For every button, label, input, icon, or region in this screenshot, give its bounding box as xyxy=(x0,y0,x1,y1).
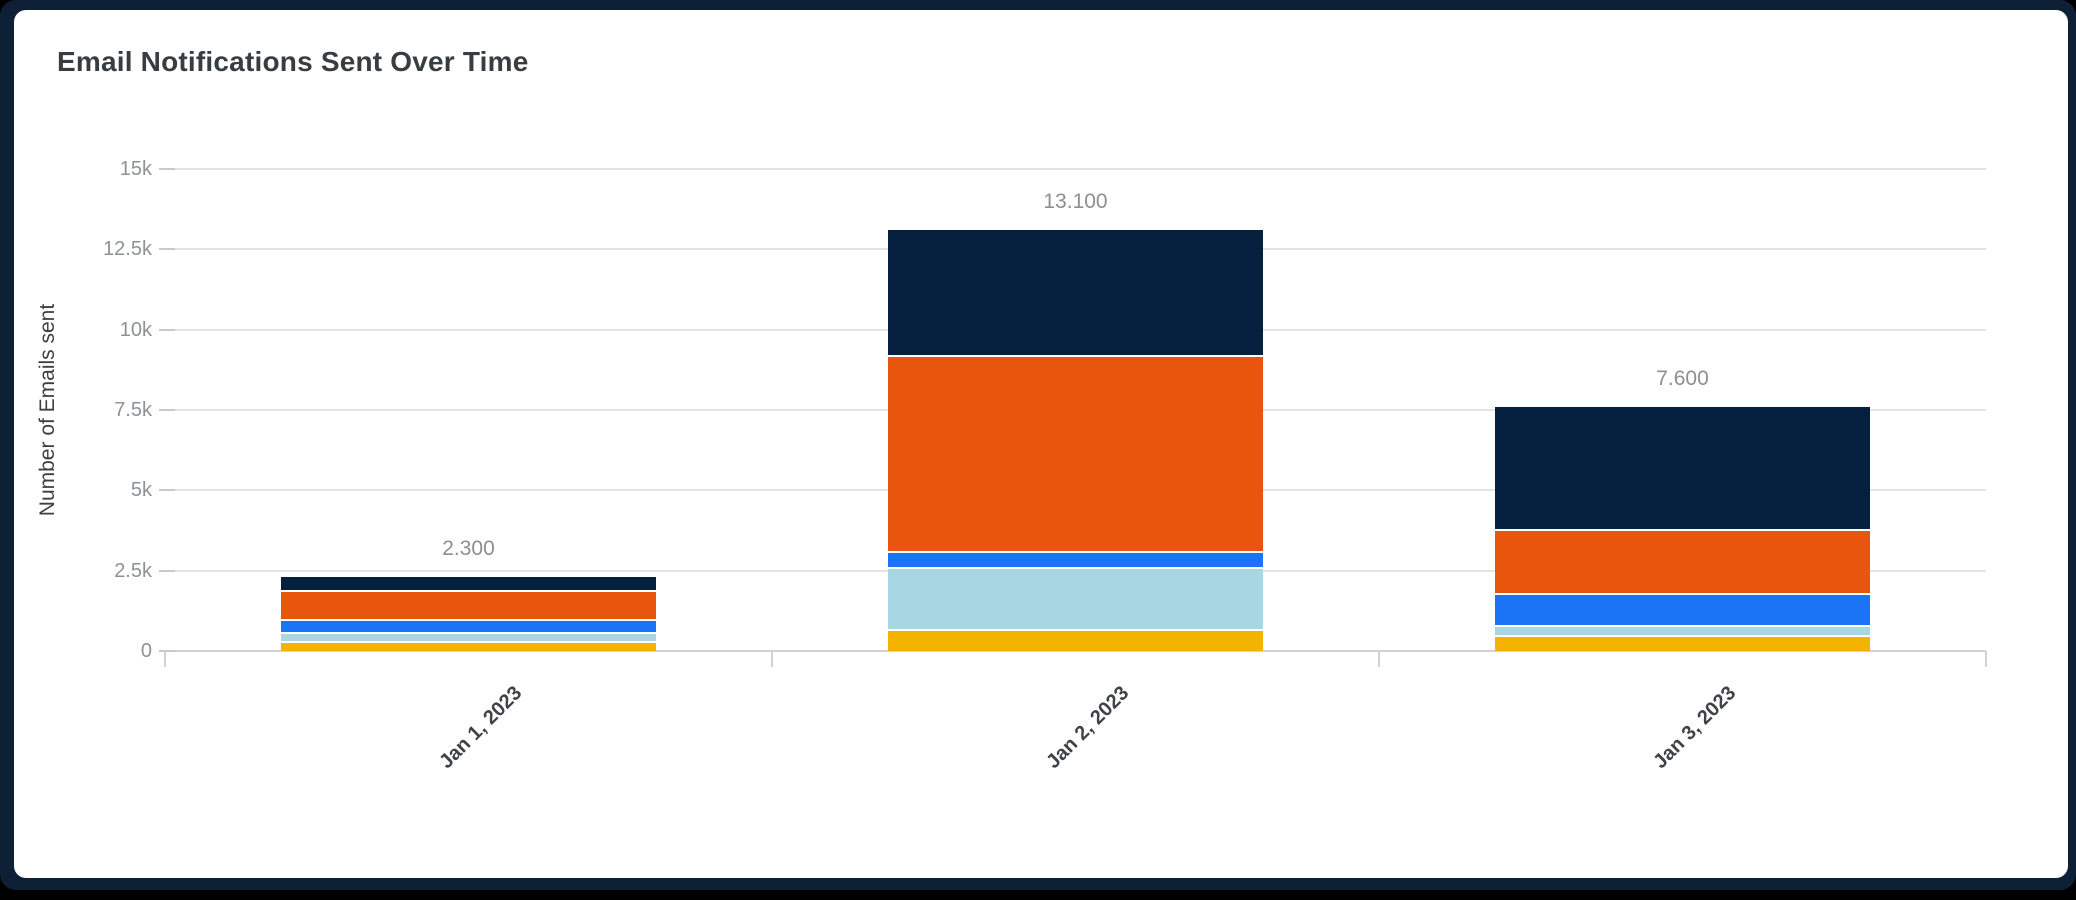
x-axis-tick-mark xyxy=(164,651,166,667)
x-axis-tick-mark xyxy=(1985,651,1987,667)
y-axis-tick-mark xyxy=(159,650,175,652)
y-axis-tick-mark xyxy=(159,248,175,251)
bar-segment-orange[interactable] xyxy=(281,589,656,619)
gridline xyxy=(165,168,1986,170)
bar-segment-light-blue[interactable] xyxy=(888,567,1263,629)
bar-segment-navy[interactable] xyxy=(281,577,656,590)
x-axis-tick-mark xyxy=(771,651,773,667)
bar-total-label: 7.600 xyxy=(1656,366,1709,390)
x-axis-tick-mark xyxy=(1378,651,1380,667)
bar-total-label: 2.300 xyxy=(442,537,495,561)
bar-segment-yellow[interactable] xyxy=(888,628,1263,651)
chart-title: Email Notifications Sent Over Time xyxy=(57,46,529,77)
bar-segment-navy[interactable] xyxy=(888,230,1263,356)
bar-segment-blue[interactable] xyxy=(888,551,1263,568)
y-axis-tick-mark xyxy=(159,328,175,331)
bar-total-label: 13.100 xyxy=(1043,190,1108,214)
y-axis-tick-label: 7.5k xyxy=(114,399,152,421)
y-axis-tick-label: 0 xyxy=(140,640,152,662)
y-axis-tick-mark xyxy=(159,168,175,170)
y-axis-tick-label: 10k xyxy=(119,318,152,341)
y-axis-tick-label: 2.5k xyxy=(114,559,152,582)
bar-segment-orange[interactable] xyxy=(888,355,1263,552)
gridline xyxy=(165,650,1986,652)
bar-segment-light-blue[interactable] xyxy=(281,631,656,642)
bar-segment-yellow[interactable] xyxy=(281,641,656,651)
bar-segment-orange[interactable] xyxy=(1495,528,1870,594)
bar-segment-navy[interactable] xyxy=(1495,406,1870,529)
bar-segment-light-blue[interactable] xyxy=(1495,625,1870,635)
y-axis-tick-label: 15k xyxy=(119,158,152,180)
x-axis-label-text: Jan 2, 2023 xyxy=(1042,682,1134,774)
y-axis-tick-mark xyxy=(159,569,175,572)
chart-card: Email Notifications Sent Over Time Numbe… xyxy=(14,10,2068,878)
x-axis-label-text: Jan 3, 2023 xyxy=(1649,682,1741,774)
stacked-bar-chart: 0 2.5k 5k 7.5k 10k 12.5k 15k 2.300 Jan 1, 2023 13… xyxy=(14,10,2068,878)
x-axis-label-text: Jan 1, 2023 xyxy=(435,682,527,774)
y-axis-tick-mark xyxy=(159,489,175,492)
y-axis-tick-mark xyxy=(159,409,175,411)
y-axis-tick-label: 12.5k xyxy=(103,238,152,261)
bar-segment-blue[interactable] xyxy=(1495,593,1870,626)
bar-segment-yellow[interactable] xyxy=(1495,634,1870,651)
bar-segment-blue[interactable] xyxy=(281,618,656,632)
y-axis-tick-label: 5k xyxy=(130,479,152,502)
